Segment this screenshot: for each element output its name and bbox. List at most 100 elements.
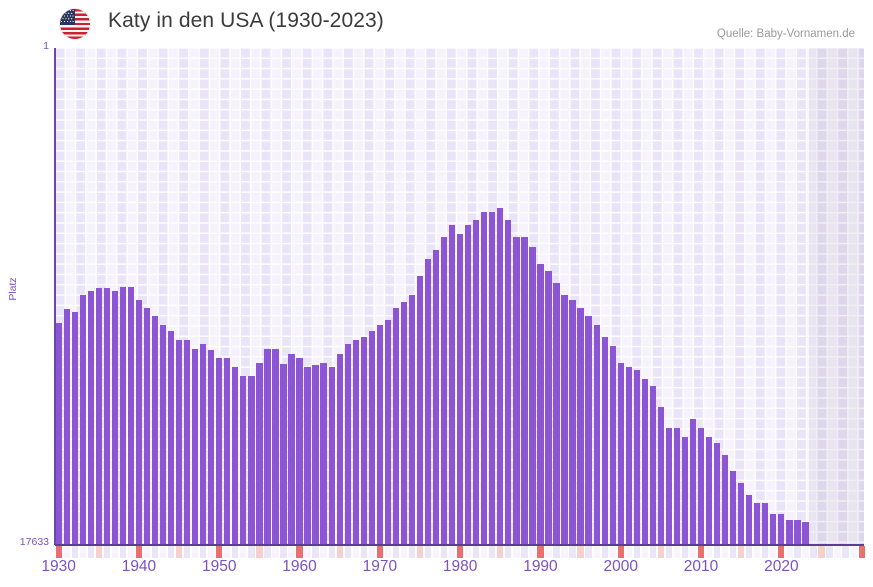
x-axis-tick (368, 546, 375, 558)
bar (657, 407, 665, 545)
bar (392, 308, 400, 545)
bar (127, 287, 135, 545)
bar (457, 234, 464, 545)
x-axis-tick (770, 546, 777, 558)
x-axis-tick (248, 546, 255, 558)
bar (681, 437, 689, 545)
bar (248, 376, 255, 545)
x-axis-tick (240, 546, 247, 558)
bar (103, 288, 110, 545)
x-axis-tick-label: 1970 (362, 558, 398, 575)
x-axis-tick (593, 546, 600, 558)
bar (730, 471, 737, 545)
bar (288, 354, 295, 545)
x-axis-tick (175, 546, 183, 558)
bar (55, 323, 62, 545)
x-axis-tick (135, 546, 143, 558)
bar (713, 443, 721, 545)
x-axis-tick (681, 546, 689, 558)
bar (264, 349, 271, 545)
x-axis-tick (360, 546, 367, 558)
x-axis-tick (320, 546, 327, 558)
chart-header: Katy in den USA (1930-2023) Quelle: Baby… (0, 0, 873, 48)
x-axis-tick (392, 546, 400, 558)
x-axis-tick (713, 546, 721, 558)
x-axis-tick (159, 546, 167, 558)
x-axis-tick (649, 546, 657, 558)
x-axis-tick-strip (55, 546, 865, 558)
x-axis-tick (408, 546, 416, 558)
x-axis-tick (127, 546, 135, 558)
x-axis-tick (344, 546, 351, 558)
bar (521, 237, 528, 545)
x-axis-tick (786, 546, 793, 558)
x-axis-tick (810, 546, 817, 558)
bar (320, 363, 327, 545)
bar (304, 367, 311, 545)
x-axis-tick (569, 546, 576, 558)
x-axis-tick (71, 546, 78, 558)
x-axis-tick (513, 546, 520, 558)
x-axis-tick (553, 546, 560, 558)
x-axis-tick (577, 546, 584, 558)
bar (770, 514, 777, 545)
bar (778, 514, 785, 545)
bar (537, 264, 544, 545)
bar (448, 225, 456, 545)
x-axis-line (55, 544, 864, 546)
x-axis-tick-label: 1980 (442, 558, 478, 575)
bar (79, 295, 86, 545)
bar (368, 331, 375, 545)
x-axis-tick-label: 1950 (202, 558, 237, 575)
bar (159, 325, 167, 545)
bar (473, 220, 480, 545)
bar (545, 271, 552, 545)
bar (272, 349, 279, 545)
bar (63, 309, 70, 545)
bar (336, 354, 343, 545)
x-axis-tick (63, 546, 70, 558)
bar (95, 288, 102, 545)
x-axis-tick (272, 546, 279, 558)
bar (705, 437, 713, 545)
x-axis-tick (585, 546, 592, 558)
bar (633, 370, 640, 545)
x-axis-tick (529, 546, 536, 558)
bar (192, 349, 199, 545)
x-axis-tick-label: 1960 (282, 558, 317, 575)
bar (352, 340, 359, 545)
x-axis-tick (762, 546, 769, 558)
page-title: Katy in den USA (1930-2023) (108, 9, 384, 32)
y-axis-line (54, 48, 56, 545)
x-axis-tick (673, 546, 681, 558)
x-axis-tick (834, 546, 841, 558)
bar (344, 344, 351, 545)
bar (296, 358, 303, 545)
x-axis-tick-label: 1990 (523, 558, 558, 575)
bar (408, 295, 416, 545)
x-axis-tick (264, 546, 271, 558)
bar (746, 495, 753, 545)
x-axis-tick (416, 546, 424, 558)
x-axis-tick (794, 546, 801, 558)
x-axis-tick (304, 546, 311, 558)
bar (440, 237, 448, 545)
bar (754, 503, 761, 545)
bar (328, 367, 335, 545)
x-axis-tick-label: 2020 (764, 558, 799, 575)
x-axis-tick (561, 546, 568, 558)
flag-stars (60, 9, 75, 26)
x-axis-tick (119, 546, 127, 558)
x-axis-tick (457, 546, 464, 558)
bar (617, 363, 624, 545)
bar (384, 320, 392, 545)
bar (665, 428, 673, 545)
bar (175, 340, 183, 545)
bar (424, 259, 432, 545)
x-axis-tick (697, 546, 705, 558)
x-axis-tick (95, 546, 102, 558)
x-axis-tick (103, 546, 110, 558)
bar (135, 300, 143, 545)
x-axis-tick (224, 546, 231, 558)
